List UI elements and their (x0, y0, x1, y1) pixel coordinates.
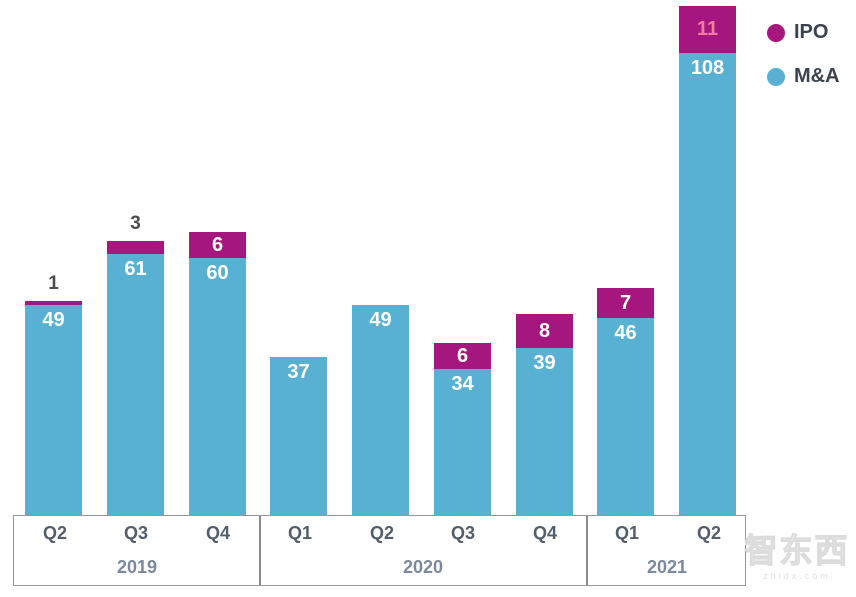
ipo-value-label-above: 3 (130, 213, 141, 234)
legend-label-ma: M&A (794, 65, 840, 87)
quarter-label-q4-2019: Q4 (205, 523, 230, 543)
year-label-2019: 2019 (116, 557, 158, 577)
ma-segment: 49 (352, 305, 409, 515)
bar-q2-2021: 11 108 (679, 6, 736, 515)
bar-q1-2021: 7 46 (597, 288, 654, 515)
ipo-segment: 8 (516, 314, 573, 348)
ma-value-label: 61 (124, 258, 147, 280)
ipo-segment (25, 301, 82, 305)
quarter-label-q3-2019: Q3 (123, 523, 148, 543)
legend-item-ma: M&A (767, 65, 840, 88)
ma-value-label: 60 (206, 262, 229, 284)
bar-q4-2019: 6 60 (189, 232, 246, 515)
ipo-legend-dot-icon (767, 23, 785, 42)
ipo-value-label: 6 (211, 233, 224, 256)
quarter-label-q2-2021: Q2 (696, 523, 721, 543)
quarter-label-q1-2020: Q1 (287, 523, 312, 543)
ipo-segment: 11 (679, 6, 736, 53)
ma-value-label: 108 (690, 57, 725, 79)
legend-label-ipo: IPO (794, 21, 829, 43)
ipo-segment: 6 (434, 343, 491, 369)
watermark-text: 智东西 (744, 531, 850, 569)
ipo-value-label: 6 (456, 344, 469, 367)
legend: IPO M&A (767, 21, 840, 109)
bar-q2-2019: 49 (25, 301, 82, 515)
ipo-segment: 7 (597, 288, 654, 318)
year-label-2020: 2020 (402, 557, 444, 577)
ma-segment: 108 (679, 53, 736, 515)
ma-value-label: 39 (533, 352, 556, 374)
ma-segment: 39 (516, 348, 573, 515)
ma-segment: 34 (434, 369, 491, 515)
x-axis-box: Q2 Q3 Q4 Q1 Q2 Q3 Q4 Q1 Q2 2019 2020 2021 (13, 515, 746, 586)
quarter-label-q3-2020: Q3 (450, 523, 475, 543)
ma-value-label: 37 (287, 361, 310, 383)
ma-value-label: 46 (614, 322, 637, 344)
ma-value-label: 49 (42, 309, 65, 331)
ma-value-label: 34 (451, 373, 474, 395)
bar-q3-2020: 6 34 (434, 343, 491, 515)
year-separator (259, 516, 261, 585)
quarter-label-q2-2019: Q2 (42, 523, 67, 543)
ma-legend-dot-icon (767, 67, 785, 86)
ipo-value-label: 11 (696, 18, 719, 40)
ipo-value-label: 8 (538, 319, 551, 342)
watermark-subtext: zhidx.com (763, 570, 831, 581)
bar-q2-2020: 49 (352, 305, 409, 515)
ma-segment: 37 (270, 357, 327, 515)
ipo-segment (107, 241, 164, 254)
ma-value-label: 49 (369, 309, 392, 331)
ipo-segment: 6 (189, 232, 246, 258)
ipo-value-label-above: 1 (48, 273, 59, 294)
ipo-value-label: 7 (619, 291, 632, 314)
ma-segment: 49 (25, 305, 82, 515)
bar-q1-2020: 37 (270, 357, 327, 515)
ma-segment: 61 (107, 254, 164, 515)
year-label-2021: 2021 (646, 557, 688, 577)
bar-q4-2020: 8 39 (516, 314, 573, 515)
quarter-label-q2-2020: Q2 (369, 523, 394, 543)
ma-segment: 46 (597, 318, 654, 515)
quarter-label-q1-2021: Q1 (614, 523, 639, 543)
quarter-label-q4-2020: Q4 (532, 523, 557, 543)
bar-q3-2019: 61 (107, 241, 164, 515)
year-separator (586, 516, 588, 585)
legend-item-ipo: IPO (767, 21, 840, 44)
watermark: 智东西 zhidx.com (738, 531, 856, 581)
ma-segment: 60 (189, 258, 246, 515)
